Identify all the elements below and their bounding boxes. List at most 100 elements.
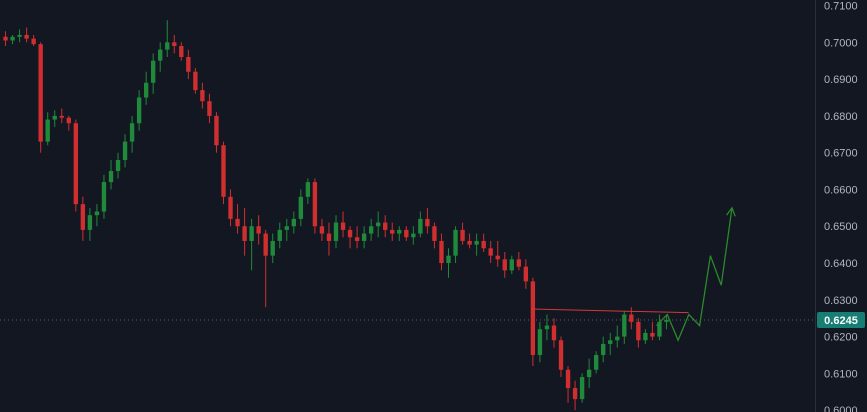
candle-body: [136, 97, 142, 124]
candle-body: [397, 229, 402, 234]
candle-body: [221, 145, 226, 197]
candle-body: [129, 123, 135, 142]
current-price-tag-bg: [817, 312, 865, 329]
candle-body: [214, 115, 219, 146]
candle-body: [551, 325, 557, 341]
candle-body: [404, 229, 409, 238]
candle-body: [207, 101, 212, 116]
price-axis-tick: 0.6900: [824, 74, 858, 86]
candle-body: [277, 229, 282, 241]
projection-path[interactable]: [656, 207, 733, 342]
candle-body: [108, 171, 114, 183]
candle-body: [418, 218, 423, 234]
candlestick-series: [3, 20, 669, 411]
candle-body: [73, 123, 79, 205]
candle-body: [150, 60, 156, 83]
candle-body: [3, 36, 8, 41]
candle-body: [446, 255, 451, 264]
candle-body: [586, 369, 592, 378]
candle-body: [256, 226, 261, 234]
candle-body: [516, 259, 522, 267]
price-axis-tick: 0.6600: [824, 184, 858, 196]
candle-body: [361, 233, 367, 241]
candle-body: [59, 115, 64, 118]
candle-body: [565, 369, 571, 389]
candle-body: [24, 34, 29, 39]
price-axis[interactable]: 0.7100 0.7000 0.6900 0.6800 0.6700 0.6600 0.65…: [824, 1, 858, 412]
price-axis-tick: 0.6200: [824, 332, 858, 344]
candle-body: [537, 329, 543, 355]
candle-body: [235, 218, 240, 227]
candle-body: [333, 222, 339, 241]
price-axis-tick: 0.6700: [824, 148, 858, 160]
candle-body: [165, 42, 170, 50]
candle-body: [354, 237, 360, 241]
candle-body: [52, 115, 57, 120]
candle-body: [87, 215, 93, 230]
candle-body: [115, 160, 121, 172]
candle-body: [122, 141, 128, 161]
candle-body: [179, 45, 184, 58]
candle-body: [460, 229, 465, 241]
candle-body: [319, 226, 325, 234]
candle-body: [17, 34, 22, 37]
candle-body: [523, 266, 529, 282]
candle-body: [474, 240, 479, 245]
price-axis-tick: 0.6400: [824, 258, 858, 270]
candle-body: [326, 233, 332, 241]
candle-body: [636, 321, 641, 341]
candle-body: [94, 211, 100, 216]
current-price-label: 0.6245: [824, 315, 858, 327]
candle-body: [572, 388, 578, 400]
candle-body: [383, 222, 388, 230]
candle-body: [228, 196, 233, 219]
projection-arrowhead: [726, 206, 736, 217]
price-axis-tick: 0.6000: [824, 405, 858, 412]
candle-body: [158, 49, 163, 61]
price-axis-tick: 0.6100: [824, 368, 858, 380]
candle-body: [263, 233, 268, 256]
candle-body: [200, 90, 205, 102]
candle-body: [143, 82, 149, 98]
candle-body: [530, 281, 536, 355]
candle-body: [650, 332, 655, 337]
price-axis-tick: 0.6300: [824, 295, 858, 307]
candle-body: [608, 340, 613, 344]
candle-body: [368, 226, 374, 234]
candle-body: [305, 182, 311, 197]
candle-body: [101, 182, 107, 212]
candle-body: [488, 248, 493, 256]
candle-body: [601, 343, 606, 355]
candle-body: [432, 226, 437, 241]
candle-body: [643, 332, 648, 341]
candle-body: [622, 314, 627, 337]
candle-body: [186, 57, 191, 72]
candle-body: [347, 229, 353, 238]
candle-body: [509, 259, 514, 271]
candle-body: [657, 321, 662, 337]
candle-body: [664, 320, 669, 322]
candle-body: [579, 377, 585, 400]
candle-body: [411, 233, 416, 238]
candle-body: [502, 259, 507, 271]
candle-body: [45, 119, 50, 142]
candle-body: [80, 204, 86, 230]
candle-body: [31, 38, 36, 45]
candle-body: [376, 222, 381, 227]
candle-body: [390, 229, 395, 234]
candle-body: [425, 218, 430, 227]
candle-body: [495, 255, 500, 260]
candle-body: [593, 354, 599, 370]
candle-body: [66, 117, 71, 124]
candle-body: [10, 36, 15, 41]
candle-body: [615, 336, 620, 341]
candle-body: [558, 340, 564, 370]
candle-body: [481, 240, 486, 249]
candle-body: [298, 196, 304, 219]
resistance-line[interactable]: [530, 308, 689, 314]
candle-body: [467, 240, 472, 245]
price-axis-tick: 0.7100: [824, 1, 858, 13]
current-price-tag: 0.6245: [817, 312, 865, 329]
price-axis-tick: 0.6500: [824, 221, 858, 233]
